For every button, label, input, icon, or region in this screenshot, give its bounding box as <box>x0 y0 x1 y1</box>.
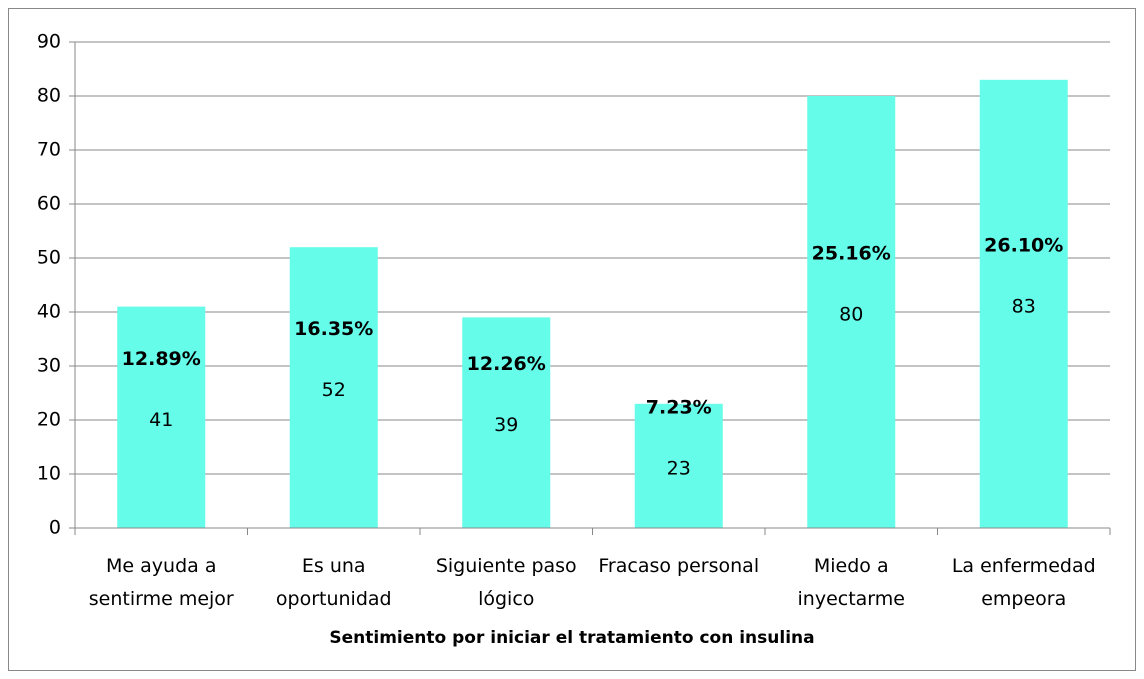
bar <box>979 79 1068 529</box>
bar <box>634 403 723 528</box>
y-tick-label: 30 <box>37 355 61 377</box>
percent-label: 12.26% <box>467 353 546 375</box>
x-tick-label: Fracaso personal <box>598 555 760 577</box>
percent-label: 16.35% <box>294 318 373 340</box>
x-tick-label: Me ayuda a sentirme mejor <box>88 555 234 610</box>
percent-label: 26.10% <box>984 234 1063 256</box>
bar <box>117 306 206 528</box>
y-tick-label: 10 <box>37 463 61 485</box>
x-tick-label: Es una oportunidad <box>275 555 392 610</box>
x-tick-label: Siguiente paso lógico <box>435 555 577 610</box>
y-tick-label: 40 <box>37 301 61 323</box>
x-axis-title: Sentimiento por iniciar el tratamiento c… <box>329 628 815 648</box>
y-tick-label: 20 <box>37 409 61 431</box>
y-tick-label: 90 <box>37 31 61 53</box>
y-tick-label: 70 <box>37 139 61 161</box>
value-label: 52 <box>322 379 346 401</box>
percent-label: 12.89% <box>122 348 201 370</box>
value-label: 41 <box>149 409 173 431</box>
y-tick-label: 0 <box>49 517 61 539</box>
value-label: 23 <box>667 457 691 479</box>
x-tick-label: La enfermedad empeora <box>951 555 1096 610</box>
bar <box>462 317 551 528</box>
x-tick-label: Miedo a inyectarme <box>797 555 905 610</box>
y-tick-label: 80 <box>37 85 61 107</box>
y-tick-label: 60 <box>37 193 61 215</box>
percent-label: 25.16% <box>812 243 891 265</box>
bar <box>807 96 896 528</box>
value-label: 80 <box>839 304 863 326</box>
value-label: 83 <box>1012 295 1036 317</box>
bar <box>289 247 378 528</box>
percent-label: 7.23% <box>646 396 712 418</box>
y-tick-label: 50 <box>37 247 61 269</box>
value-label: 39 <box>494 414 518 436</box>
